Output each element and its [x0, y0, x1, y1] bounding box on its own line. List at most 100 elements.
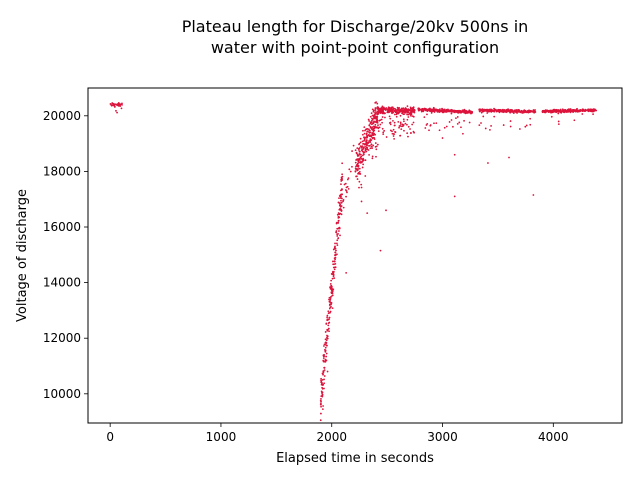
data-point: [381, 112, 384, 115]
data-point: [333, 277, 336, 280]
data-point: [326, 319, 329, 322]
data-point: [429, 124, 432, 127]
data-point: [489, 110, 492, 113]
data-point: [360, 145, 363, 148]
data-point: [525, 111, 528, 114]
data-point: [382, 133, 385, 136]
data-point: [376, 121, 378, 124]
data-point: [433, 122, 435, 125]
data-point: [380, 111, 383, 113]
data-point: [524, 125, 527, 128]
data-point: [362, 129, 364, 132]
data-point: [381, 127, 384, 130]
data-point: [502, 124, 505, 126]
data-point: [378, 126, 381, 129]
data-point: [355, 164, 358, 166]
data-point: [401, 123, 404, 126]
data-point: [569, 108, 571, 111]
data-point: [347, 187, 350, 190]
data-point: [376, 143, 379, 146]
data-point: [356, 169, 359, 172]
data-point: [322, 373, 324, 376]
data-point: [357, 164, 360, 167]
data-point: [364, 136, 366, 139]
data-point: [371, 147, 373, 150]
y-tick-label: 16000: [43, 220, 81, 234]
x-tick-label: 1000: [206, 430, 237, 444]
data-point: [392, 120, 394, 122]
data-point: [323, 382, 326, 385]
data-point: [334, 251, 337, 254]
data-point: [365, 132, 368, 135]
data-point: [404, 108, 407, 111]
data-point: [321, 379, 324, 381]
data-point: [325, 339, 328, 342]
data-point: [383, 129, 386, 132]
data-point: [410, 132, 412, 134]
data-point: [541, 110, 544, 112]
data-point: [326, 316, 329, 319]
data-point: [336, 235, 339, 237]
data-point: [320, 381, 323, 384]
data-point: [322, 405, 324, 407]
data-point: [372, 136, 375, 139]
data-point: [374, 108, 377, 110]
data-point: [366, 146, 369, 149]
data-point: [357, 168, 359, 170]
data-point: [404, 107, 407, 109]
data-point: [400, 107, 403, 110]
data-point: [334, 266, 337, 269]
data-point: [331, 294, 334, 297]
data-point: [438, 129, 441, 132]
data-point: [406, 113, 409, 116]
data-point: [567, 110, 570, 113]
data-point: [387, 106, 390, 109]
data-point: [558, 110, 561, 113]
data-point: [337, 237, 340, 240]
data-point: [323, 375, 326, 377]
data-point: [383, 108, 386, 111]
data-point: [488, 108, 491, 111]
data-point: [520, 110, 523, 113]
data-point: [329, 310, 332, 313]
data-point: [333, 270, 335, 273]
data-point: [332, 273, 335, 276]
data-point: [339, 204, 341, 207]
data-point: [323, 353, 325, 356]
data-point: [320, 398, 322, 400]
data-point: [328, 321, 331, 324]
data-point: [338, 213, 341, 216]
data-point: [370, 145, 373, 148]
data-point: [121, 103, 123, 106]
data-point: [401, 125, 403, 128]
data-point: [590, 109, 593, 112]
data-point: [364, 143, 367, 146]
data-point: [381, 121, 383, 124]
data-point: [372, 144, 375, 147]
data-point: [365, 142, 367, 145]
data-point: [334, 258, 336, 261]
data-point: [442, 109, 445, 111]
data-point: [463, 108, 466, 111]
data-point: [374, 142, 377, 144]
data-point: [331, 260, 334, 263]
data-point: [516, 108, 518, 111]
data-point: [325, 342, 327, 345]
data-point: [362, 147, 365, 150]
data-point: [336, 227, 339, 230]
data-point: [550, 110, 553, 112]
data-point: [322, 370, 325, 373]
data-point: [340, 189, 342, 192]
data-point: [487, 162, 489, 164]
data-point: [337, 222, 340, 224]
data-point: [392, 128, 395, 131]
data-point: [342, 198, 345, 201]
data-point: [327, 328, 329, 331]
data-point: [371, 119, 373, 122]
data-point: [525, 124, 528, 127]
data-point: [458, 121, 461, 124]
data-point: [341, 179, 344, 181]
data-point: [335, 249, 337, 252]
data-point: [357, 172, 359, 175]
data-point: [391, 130, 393, 133]
